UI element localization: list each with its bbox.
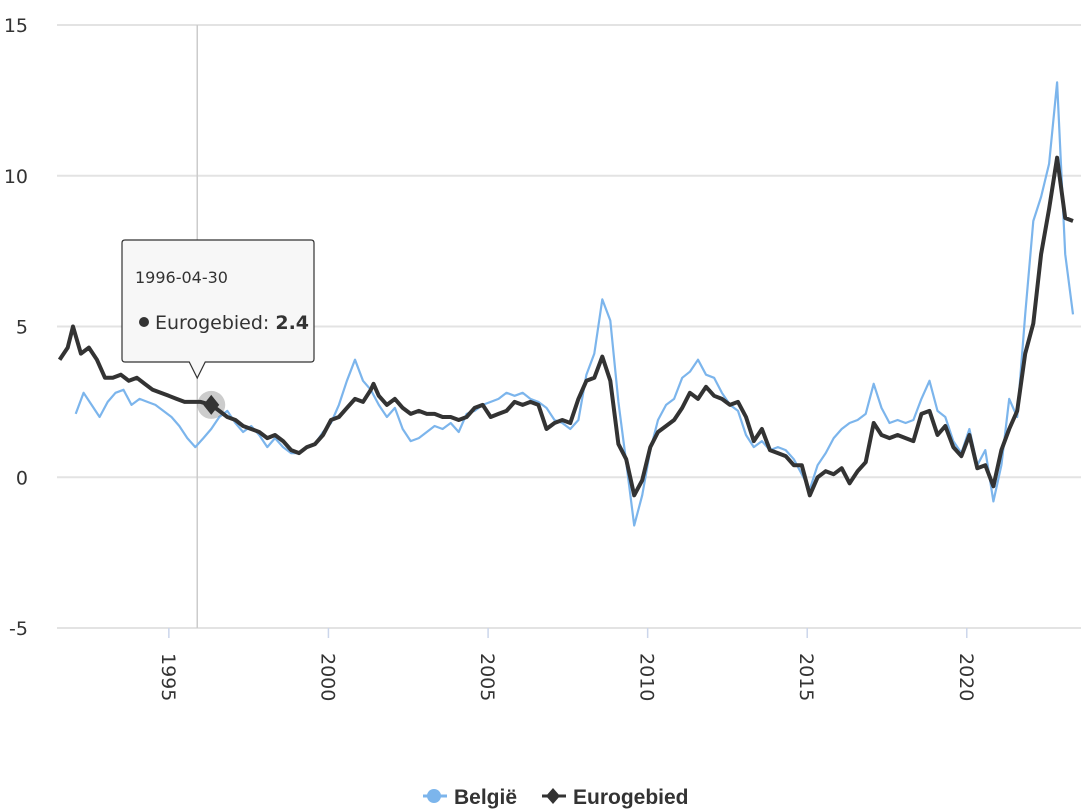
y-axis: -5 0 5 10 15 bbox=[4, 15, 28, 640]
y-tick-label: 10 bbox=[4, 166, 28, 188]
legend-item-belgie[interactable]: België bbox=[423, 786, 517, 809]
tooltip-series-label: Eurogebied: bbox=[155, 312, 275, 334]
tooltip-box bbox=[121, 239, 315, 380]
legend-label-belgie: België bbox=[454, 786, 517, 809]
tooltip: 1996-04-30 Eurogebied: 2.4 bbox=[121, 239, 315, 380]
legend-item-eurogebied[interactable]: Eurogebied bbox=[542, 786, 689, 809]
series-line-eurogebied bbox=[57, 155, 1074, 498]
legend: België Eurogebied bbox=[423, 786, 689, 809]
y-tick-label: -5 bbox=[9, 618, 28, 640]
x-axis: 1995 2000 2005 2010 2015 2020 bbox=[157, 628, 977, 701]
series-layer bbox=[57, 81, 1075, 527]
x-tick-label: 2010 bbox=[636, 653, 658, 701]
x-tick-label: 2000 bbox=[316, 653, 338, 701]
tooltip-value: 2.4 bbox=[275, 312, 309, 334]
x-tick-label: 2005 bbox=[476, 653, 498, 701]
legend-marker-belgie bbox=[427, 789, 441, 803]
x-tick-label: 2015 bbox=[795, 653, 817, 701]
y-tick-label: 0 bbox=[16, 467, 28, 489]
tooltip-text: Eurogebied: 2.4 bbox=[155, 312, 309, 334]
hover-point[interactable] bbox=[203, 394, 220, 415]
legend-marker-eurogebied bbox=[546, 788, 560, 804]
tooltip-date: 1996-04-30 bbox=[135, 268, 228, 287]
tooltip-series-dot bbox=[139, 317, 149, 327]
series-line-belgie bbox=[74, 81, 1075, 527]
y-tick-label: 5 bbox=[16, 317, 28, 339]
legend-label-eurogebied: Eurogebied bbox=[573, 786, 689, 809]
x-tick-label: 2020 bbox=[955, 653, 977, 701]
x-tick-label: 1995 bbox=[157, 653, 179, 701]
y-tick-label: 15 bbox=[4, 15, 28, 37]
